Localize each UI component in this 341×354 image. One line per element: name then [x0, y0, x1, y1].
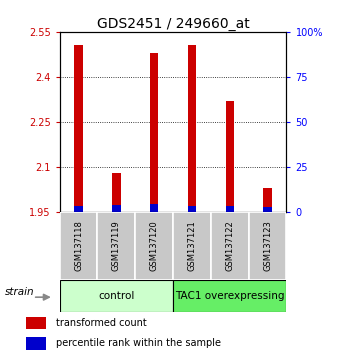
- Title: GDS2451 / 249660_at: GDS2451 / 249660_at: [97, 17, 249, 31]
- Bar: [98, 212, 135, 280]
- Text: GSM137118: GSM137118: [74, 221, 83, 272]
- Bar: [112, 205, 120, 212]
- Bar: [74, 206, 83, 212]
- Bar: [188, 206, 196, 212]
- Bar: [263, 207, 272, 212]
- Text: GSM137123: GSM137123: [263, 221, 272, 272]
- Bar: [27, 337, 46, 350]
- Bar: [188, 45, 196, 212]
- Text: percentile rank within the sample: percentile rank within the sample: [56, 338, 221, 348]
- Text: GSM137119: GSM137119: [112, 221, 121, 272]
- Bar: [263, 188, 272, 212]
- Bar: [173, 212, 211, 280]
- Text: GSM137120: GSM137120: [150, 221, 159, 272]
- Bar: [211, 212, 249, 280]
- Bar: [226, 206, 234, 212]
- Text: transformed count: transformed count: [56, 318, 147, 328]
- Bar: [249, 212, 286, 280]
- Bar: [27, 316, 46, 329]
- Bar: [112, 173, 120, 212]
- Bar: [60, 212, 98, 280]
- Bar: [74, 45, 83, 212]
- Text: control: control: [98, 291, 135, 301]
- Text: GSM137122: GSM137122: [225, 221, 234, 272]
- Text: TAC1 overexpressing: TAC1 overexpressing: [175, 291, 284, 301]
- Bar: [60, 280, 173, 312]
- Bar: [150, 204, 158, 212]
- Bar: [150, 53, 158, 212]
- Bar: [173, 280, 286, 312]
- Text: strain: strain: [5, 287, 34, 297]
- Bar: [226, 101, 234, 212]
- Text: GSM137121: GSM137121: [188, 221, 196, 272]
- Bar: [135, 212, 173, 280]
